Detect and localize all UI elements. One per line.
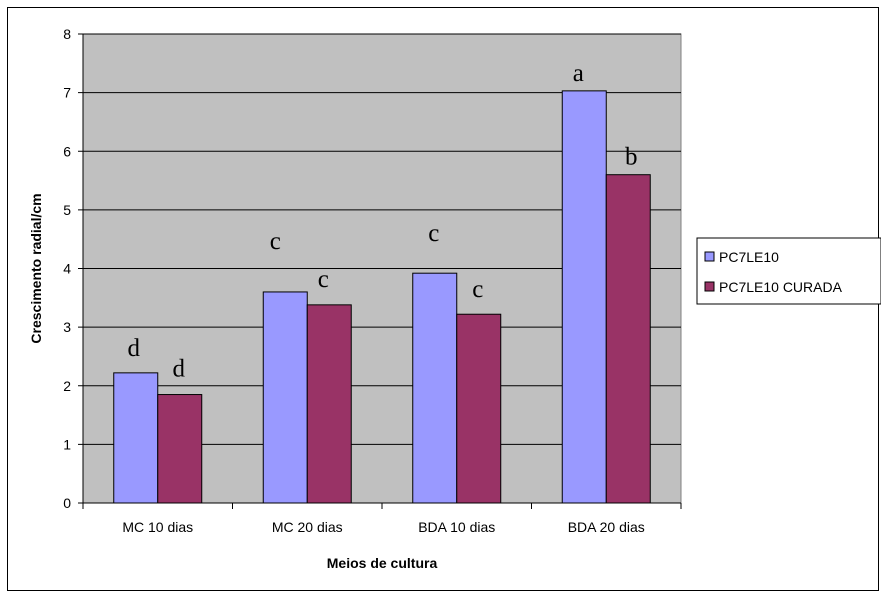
bar-pc7le10 — [561, 90, 607, 504]
significance-letter: d — [128, 335, 141, 362]
y-tick-label: 1 — [63, 436, 71, 452]
y-tick-label: 6 — [63, 143, 71, 159]
axes: 0 1 2 3 4 5 6 7 8 MC 10 dias MC 20 dias BDA 10 dias… — [63, 26, 682, 535]
x-tick-label: MC 10 dias — [122, 519, 193, 535]
y-tick-label: 2 — [63, 378, 71, 394]
y-tick-label: 7 — [63, 85, 71, 101]
legend-label: PC7LE10 — [719, 249, 779, 265]
bar-pc7le10-curada — [306, 304, 352, 504]
x-axis-title: Meios de cultura — [327, 555, 438, 571]
bar-pc7le10 — [412, 272, 458, 504]
y-tick-label: 4 — [63, 261, 71, 277]
significance-letter: c — [428, 220, 439, 247]
bar-pc7le10 — [113, 372, 159, 504]
x-tick-label: BDA 20 dias — [568, 519, 645, 535]
x-tick-label: BDA 10 dias — [418, 519, 495, 535]
y-tick-label: 3 — [63, 319, 71, 335]
significance-letter: c — [472, 276, 483, 303]
significance-letter: d — [173, 356, 186, 383]
bar-pc7le10-curada — [456, 313, 502, 504]
bars — [113, 90, 651, 504]
bar-pc7le10 — [262, 291, 308, 504]
significance-letter: b — [625, 144, 638, 171]
y-tick-label: 5 — [63, 202, 71, 218]
significance-letter: a — [573, 60, 584, 87]
significance-letter: c — [270, 228, 281, 255]
bar-pc7le10-curada — [157, 394, 203, 504]
legend-swatch — [704, 281, 715, 292]
legend: PC7LE10 PC7LE10 CURADA — [696, 237, 881, 305]
legend-swatch — [704, 251, 715, 262]
y-axis-title: Crescimento radial/cm — [28, 193, 44, 343]
legend-label: PC7LE10 CURADA — [719, 279, 843, 295]
y-tick-label: 8 — [63, 26, 71, 42]
annotations: d d c c c c a b — [128, 60, 638, 383]
bar-pc7le10-curada — [605, 174, 651, 504]
significance-letter: c — [318, 266, 329, 293]
x-tick-label: MC 20 dias — [272, 519, 343, 535]
legend-box — [696, 237, 881, 305]
y-tick-label: 0 — [63, 495, 71, 511]
